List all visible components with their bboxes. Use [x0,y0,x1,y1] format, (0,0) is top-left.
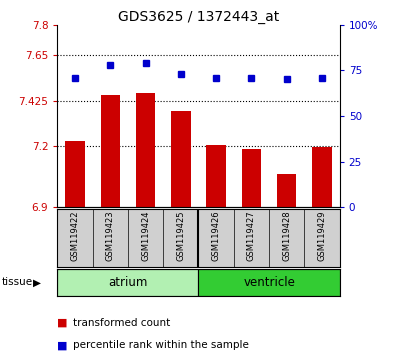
Text: GSM119424: GSM119424 [141,211,150,261]
Text: ■: ■ [57,340,68,350]
Bar [277,174,297,207]
Bar [57,269,199,296]
Text: ■: ■ [57,318,68,328]
Text: GSM119428: GSM119428 [282,211,291,261]
Text: GSM119422: GSM119422 [70,211,79,261]
Text: GSM119429: GSM119429 [318,211,327,261]
Bar [199,269,340,296]
Text: GSM119426: GSM119426 [212,211,221,261]
Text: transformed count: transformed count [73,318,170,328]
Text: percentile rank within the sample: percentile rank within the sample [73,340,249,350]
Text: GSM119427: GSM119427 [247,211,256,261]
Text: GSM119425: GSM119425 [176,211,185,261]
Text: atrium: atrium [108,276,148,289]
Bar [100,95,120,207]
Bar [65,141,85,207]
Bar [136,93,155,207]
Bar [171,111,190,207]
Text: ▶: ▶ [33,277,41,287]
Bar [207,145,226,207]
Bar [242,149,261,207]
Bar [312,147,332,207]
Text: GSM119423: GSM119423 [106,211,115,261]
Text: tissue: tissue [2,277,33,287]
Text: ventricle: ventricle [243,276,295,289]
Title: GDS3625 / 1372443_at: GDS3625 / 1372443_at [118,10,279,24]
